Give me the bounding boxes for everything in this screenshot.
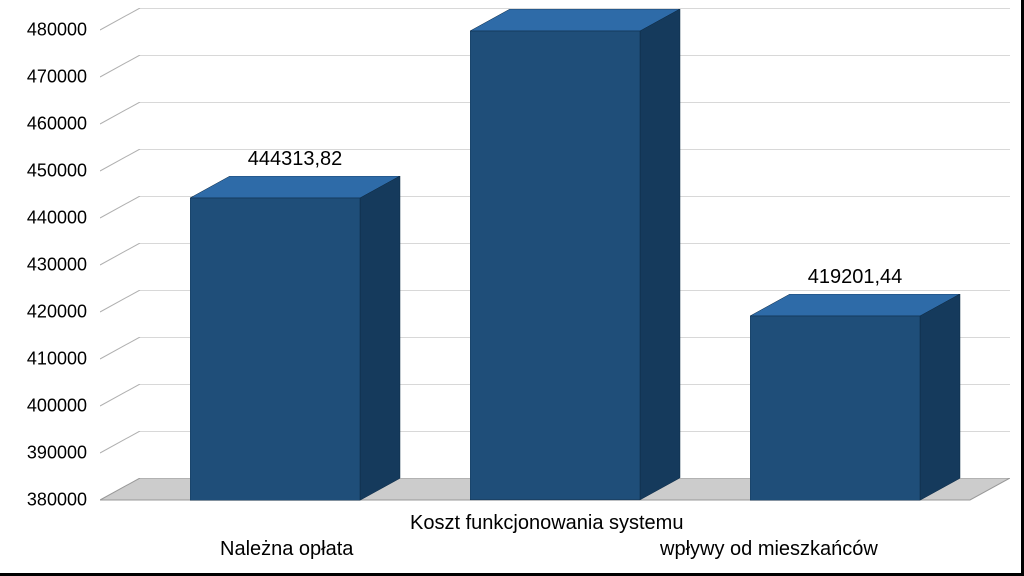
bar-chart-3d: 380000 390000 400000 410000 420000 430000 4400… [0, 0, 1024, 576]
x-category-label: Należna opłata [220, 538, 353, 561]
y-tick-label: 380000 [27, 490, 87, 511]
y-tick-label: 400000 [27, 396, 87, 417]
bar-value-label: 444313,82 [248, 148, 343, 171]
y-tick-label: 450000 [27, 161, 87, 182]
x-axis-labels: Należna opłata Koszt funkcjonowania syste… [100, 510, 1010, 570]
x-category-label: wpływy od mieszkańców [660, 538, 878, 561]
bar [470, 9, 682, 502]
y-tick-label: 420000 [27, 302, 87, 323]
y-tick-label: 480000 [27, 20, 87, 41]
bar-value-label: 479760 [542, 0, 609, 4]
y-tick-label: 430000 [27, 255, 87, 276]
y-axis: 3800003900004000004100004200004300004400… [0, 10, 95, 500]
y-tick-label: 390000 [27, 443, 87, 464]
y-tick-label: 410000 [27, 349, 87, 370]
y-tick-label: 440000 [27, 208, 87, 229]
bar-value-label: 419201,44 [808, 266, 903, 289]
x-category-label: Koszt funkcjonowania systemu [410, 512, 683, 535]
bar [190, 176, 402, 502]
y-tick-label: 470000 [27, 67, 87, 88]
bar [750, 294, 962, 502]
y-tick-label: 460000 [27, 114, 87, 135]
